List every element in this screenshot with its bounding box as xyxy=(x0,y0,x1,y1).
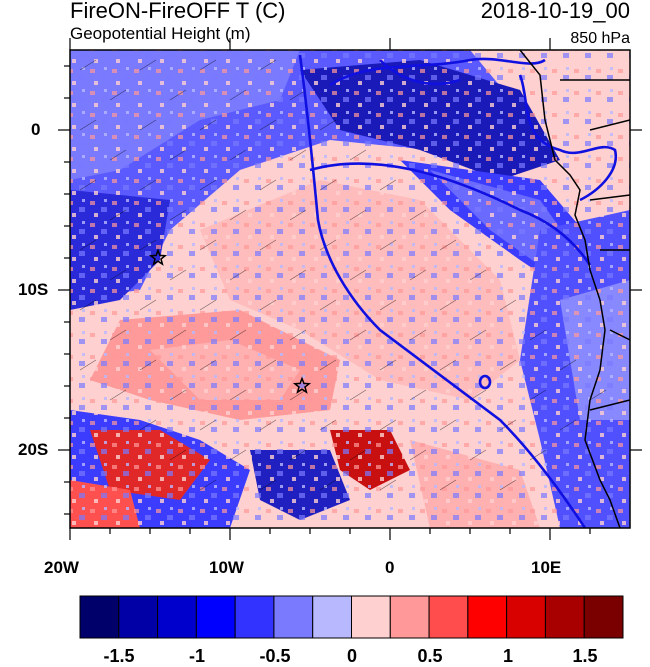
lat-label-0: 0 xyxy=(31,120,41,139)
colorbar-swatch xyxy=(157,595,197,639)
lon-label-20w: 20W xyxy=(44,558,79,577)
colorbar-label: 1.5 xyxy=(572,646,598,666)
location-stars xyxy=(148,248,312,394)
colorbar-swatch xyxy=(506,595,546,639)
colorbar-swatch xyxy=(79,595,120,639)
lat-label-20s: 20S xyxy=(18,440,49,459)
colorbar-swatch xyxy=(312,595,353,639)
colorbar-swatch xyxy=(389,595,430,639)
colorbar-swatch xyxy=(583,595,624,639)
axis-ticks xyxy=(58,38,642,540)
geopotential-contours xyxy=(298,54,618,528)
colorbar-label: 0 xyxy=(346,646,358,666)
colorbar-swatch xyxy=(544,595,585,639)
lat-label-10s: 10S xyxy=(18,280,49,299)
colorbar-label: 0.5 xyxy=(417,646,443,666)
star-east-icon xyxy=(292,376,312,394)
colorbar-swatch xyxy=(234,595,275,639)
star-west-icon xyxy=(148,248,168,266)
pressure-level: 850 hPa xyxy=(570,30,630,47)
colorbar-label: -0.5 xyxy=(259,646,291,666)
colorbar-swatch xyxy=(351,595,391,639)
map-subtitle: Geopotential Height (m) xyxy=(70,24,251,43)
map-title: FireON-FireOFF T (C) xyxy=(70,0,286,23)
colorbar xyxy=(79,595,624,639)
date-label: 2018-10-19_00 xyxy=(480,0,630,23)
lon-label-0: 0 xyxy=(385,558,395,577)
colorbar-swatch xyxy=(195,595,236,639)
coastline xyxy=(519,50,630,528)
lon-label-10e: 10E xyxy=(531,558,562,577)
colorbar-swatch xyxy=(118,595,159,639)
colorbar-swatch xyxy=(428,595,469,639)
lon-label-10w: 10W xyxy=(209,558,244,577)
colorbar-swatch xyxy=(467,595,508,639)
colorbar-label: -1 xyxy=(188,646,206,666)
wind-barbs xyxy=(79,59,607,491)
temperature-field xyxy=(70,50,630,528)
colorbar-label: -1.5 xyxy=(103,646,135,666)
colorbar-label: 1 xyxy=(502,646,514,666)
colorbar-swatch xyxy=(273,595,314,639)
